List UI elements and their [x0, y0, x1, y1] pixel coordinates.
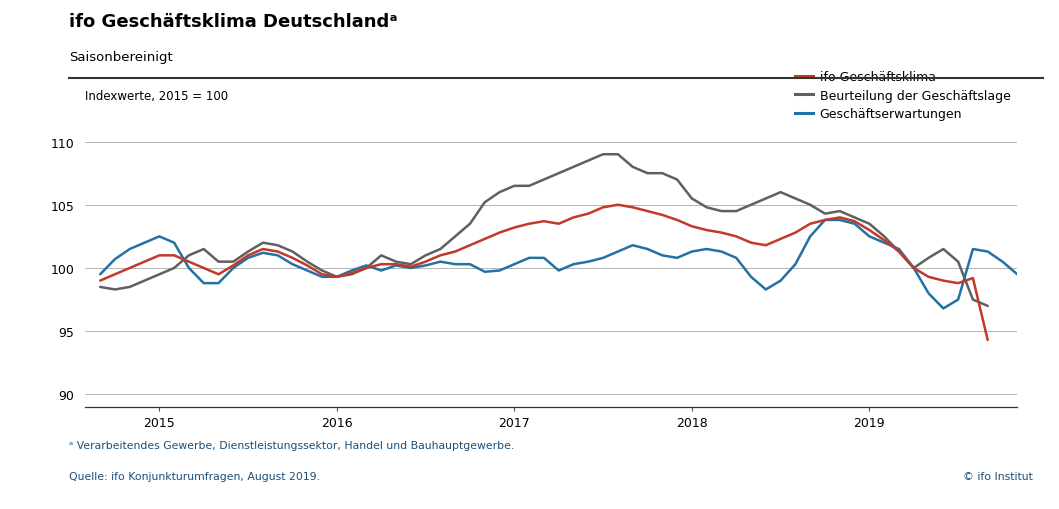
Text: Indexwerte, 2015 = 100: Indexwerte, 2015 = 100	[85, 90, 228, 102]
Text: ifo Geschäftsklima Deutschlandᵃ: ifo Geschäftsklima Deutschlandᵃ	[69, 13, 397, 31]
Text: ᵃ Verarbeitendes Gewerbe, Dienstleistungssektor, Handel und Bauhauptgewerbe.: ᵃ Verarbeitendes Gewerbe, Dienstleistung…	[69, 440, 514, 450]
Legend: ifo Geschäftsklima, Beurteilung der Geschäftslage, Geschäftserwartungen: ifo Geschäftsklima, Beurteilung der Gesc…	[794, 71, 1010, 121]
Text: Quelle: ifo Konjunkturumfragen, August 2019.: Quelle: ifo Konjunkturumfragen, August 2…	[69, 471, 320, 481]
Text: Saisonbereinigt: Saisonbereinigt	[69, 51, 173, 64]
Text: © ifo Institut: © ifo Institut	[963, 471, 1033, 481]
